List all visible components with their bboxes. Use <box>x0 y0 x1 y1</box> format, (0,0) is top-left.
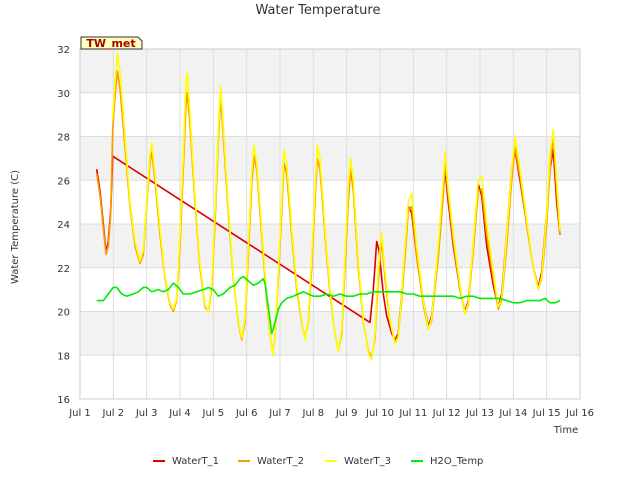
y-tick-label: 30 <box>57 89 70 100</box>
x-axis-label: Time <box>553 425 578 436</box>
x-tick-label: Jul 6 <box>235 408 258 419</box>
y-tick-label: 24 <box>57 220 70 231</box>
x-tick-label: Jul 9 <box>335 408 358 419</box>
y-tick-label: 16 <box>57 395 70 406</box>
series-line-h2o-temp <box>96 275 561 335</box>
series-line-watert-3 <box>111 52 561 361</box>
y-tick-label: 18 <box>57 351 70 362</box>
x-tick-label: Jul 11 <box>398 408 427 419</box>
x-tick-label: Jul 1 <box>68 408 91 419</box>
x-tick-label: Jul 13 <box>465 408 494 419</box>
y-tick-label: 20 <box>57 308 70 319</box>
plot-band <box>80 311 580 356</box>
y-axis-label: Water Temperature (C) <box>10 170 21 284</box>
x-tick-label: Jul 5 <box>202 408 225 419</box>
y-axis-ticks: 16 18 20 22 24 26 28 30 32 <box>57 45 70 406</box>
legend-label: WaterT_3 <box>344 456 391 467</box>
x-tick-label: Jul 7 <box>268 408 291 419</box>
site-label-box: TW_met <box>80 36 143 50</box>
site-label: TW_met <box>86 37 135 50</box>
x-tick-label: Jul 3 <box>135 408 158 419</box>
legend-label: H2O_Temp <box>430 456 483 467</box>
x-tick-label: Jul 4 <box>168 408 191 419</box>
legend-item: WaterT_2 <box>238 456 304 467</box>
legend-label: WaterT_1 <box>172 456 219 467</box>
x-tick-label: Jul 2 <box>102 408 125 419</box>
plot-band <box>80 49 580 93</box>
y-tick-label: 26 <box>57 176 70 187</box>
y-tick-label: 28 <box>57 133 70 144</box>
legend: WaterT_1 WaterT_2 WaterT_3 H2O_Temp <box>153 456 483 467</box>
legend-item: WaterT_1 <box>153 456 219 467</box>
x-tick-label: Jul 14 <box>498 408 527 419</box>
plot-band <box>80 136 580 181</box>
site-label-background <box>80 36 143 50</box>
x-tick-label: Jul 15 <box>532 408 561 419</box>
legend-label: WaterT_2 <box>257 456 304 467</box>
y-tick-label: 22 <box>57 264 70 275</box>
legend-item: WaterT_3 <box>325 456 391 467</box>
x-tick-label: Jul 12 <box>432 408 461 419</box>
plot-frame <box>79 48 581 400</box>
legend-item: H2O_Temp <box>411 456 483 467</box>
chart-title: Water Temperature <box>256 3 381 18</box>
x-tick-label: Jul 16 <box>565 408 594 419</box>
plot-background-bands <box>80 49 580 399</box>
plot-band <box>80 92 580 137</box>
y-tick-label: 32 <box>57 45 70 56</box>
series-lines <box>95 52 561 361</box>
plot-band <box>80 355 580 399</box>
x-tick-label: Jul 10 <box>365 408 394 419</box>
x-tick-label: Jul 8 <box>302 408 325 419</box>
x-axis-ticks: Jul 1 Jul 2 Jul 3 Jul 4 Jul 5 Jul 6 Jul 7 Jul 8… <box>68 408 594 419</box>
plot-band <box>80 180 580 224</box>
